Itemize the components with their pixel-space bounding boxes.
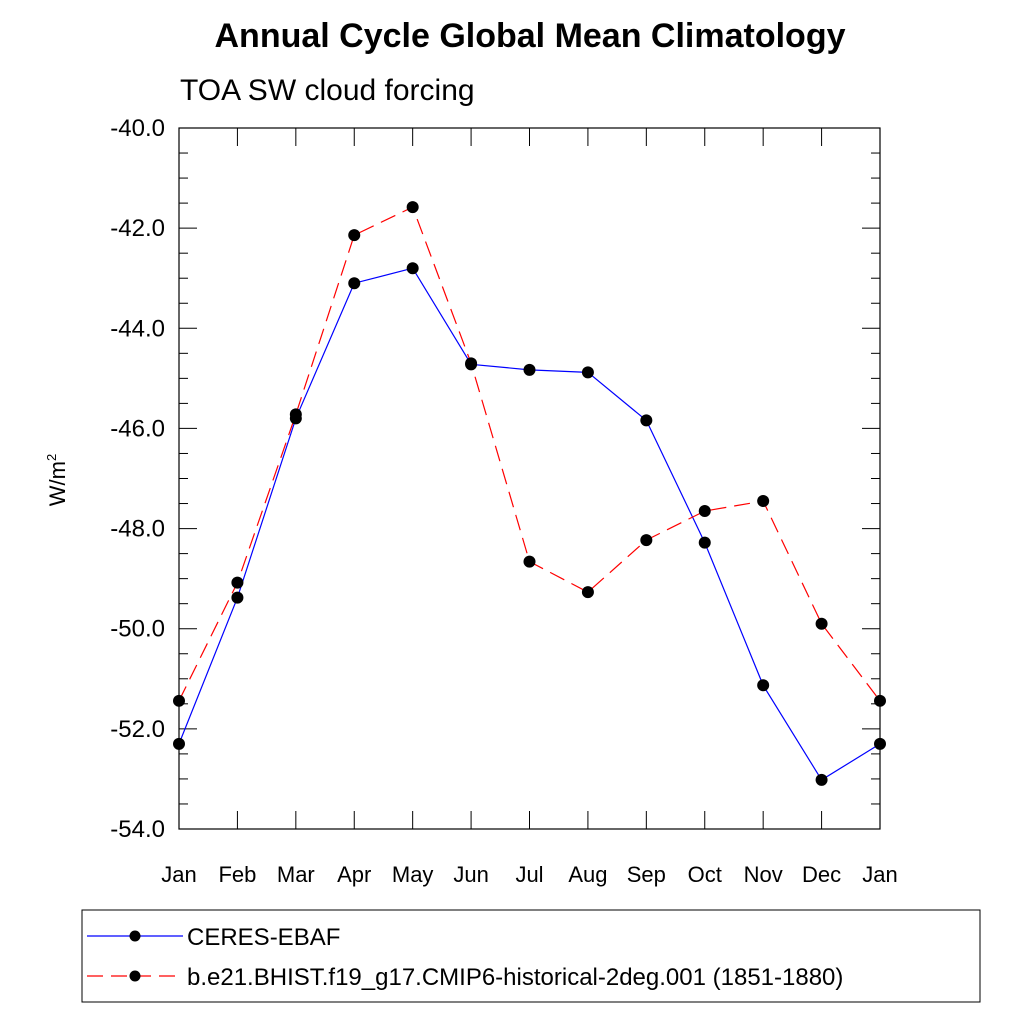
x-tick-label: May: [392, 862, 434, 887]
data-point-0: [173, 737, 185, 750]
chart-subtitle: TOA SW cloud forcing: [180, 74, 475, 107]
legend-marker-model: [129, 970, 141, 982]
data-point-1: [289, 408, 302, 421]
y-tick-label: -50.0: [110, 616, 165, 643]
x-axis-ticks: Jan Feb Mar Apr May Jun Jul Aug Sep Oct Nov Dec Jan: [161, 128, 898, 887]
data-point-1: [173, 694, 185, 707]
data-point-0: [874, 737, 886, 750]
x-tick-label: Jul: [515, 862, 543, 887]
y-tick-label: -46.0: [110, 415, 165, 442]
data-point-1: [698, 505, 711, 518]
x-tick-label: Sep: [627, 862, 666, 887]
x-tick-label: Nov: [744, 862, 783, 887]
data-point-1: [231, 576, 244, 589]
data-point-1: [640, 534, 653, 547]
x-tick-label: Aug: [568, 862, 607, 887]
data-point-1: [348, 229, 361, 242]
series-line-0: [178, 267, 881, 781]
y-axis-label-superscript: 2: [44, 454, 59, 461]
data-point-0: [231, 591, 244, 604]
x-tick-label: Dec: [802, 862, 841, 887]
legend-label-ceres: CERES-EBAF: [187, 924, 340, 951]
data-point-0: [815, 773, 828, 786]
data-point-0: [581, 366, 594, 379]
data-point-1: [406, 201, 419, 214]
data-point-1: [465, 357, 478, 370]
x-tick-label: Jun: [453, 862, 488, 887]
y-tick-label: -40.0: [110, 115, 165, 142]
legend-box: [81, 909, 981, 1003]
data-point-1: [581, 586, 594, 599]
legend-label-model: b.e21.BHIST.f19_g17.CMIP6-historical-2de…: [187, 964, 843, 991]
y-axis-ticks: -40.0 -42.0 -44.0 -46.0 -48.0 -50.0 -52.0 -54.0: [110, 115, 880, 843]
legend-entry-model: b.e21.BHIST.f19_g17.CMIP6-historical-2de…: [87, 964, 843, 991]
legend-marker-ceres: [129, 930, 141, 942]
x-tick-label: Jan: [862, 862, 897, 887]
x-tick-label: Oct: [688, 862, 722, 887]
y-tick-label: -48.0: [110, 516, 165, 543]
data-point-1: [757, 495, 770, 508]
y-tick-label: -54.0: [110, 816, 165, 843]
x-tick-label: Apr: [337, 862, 371, 887]
data-point-1: [874, 694, 886, 707]
y-tick-label: -44.0: [110, 315, 165, 342]
data-point-1: [523, 555, 536, 568]
y-tick-label: -52.0: [110, 716, 165, 743]
data-point-0: [698, 536, 711, 549]
x-tick-label: Mar: [277, 862, 315, 887]
x-tick-label: Jan: [161, 862, 196, 887]
y-axis-label-text: W/m: [45, 461, 70, 506]
data-point-1: [815, 617, 828, 630]
chart-title: Annual Cycle Global Mean Climatology: [215, 17, 846, 55]
data-point-0: [406, 262, 419, 275]
y-axis-label: W/m2: [44, 454, 70, 506]
data-point-0: [640, 414, 653, 427]
data-point-0: [348, 277, 361, 290]
plot-frame: [178, 127, 881, 830]
data-point-0: [523, 363, 536, 376]
data-point-0: [757, 679, 770, 692]
series-layer: [173, 201, 886, 786]
x-tick-label: Feb: [218, 862, 256, 887]
legend-entry-ceres: CERES-EBAF: [87, 924, 340, 951]
y-tick-label: -42.0: [110, 215, 165, 242]
